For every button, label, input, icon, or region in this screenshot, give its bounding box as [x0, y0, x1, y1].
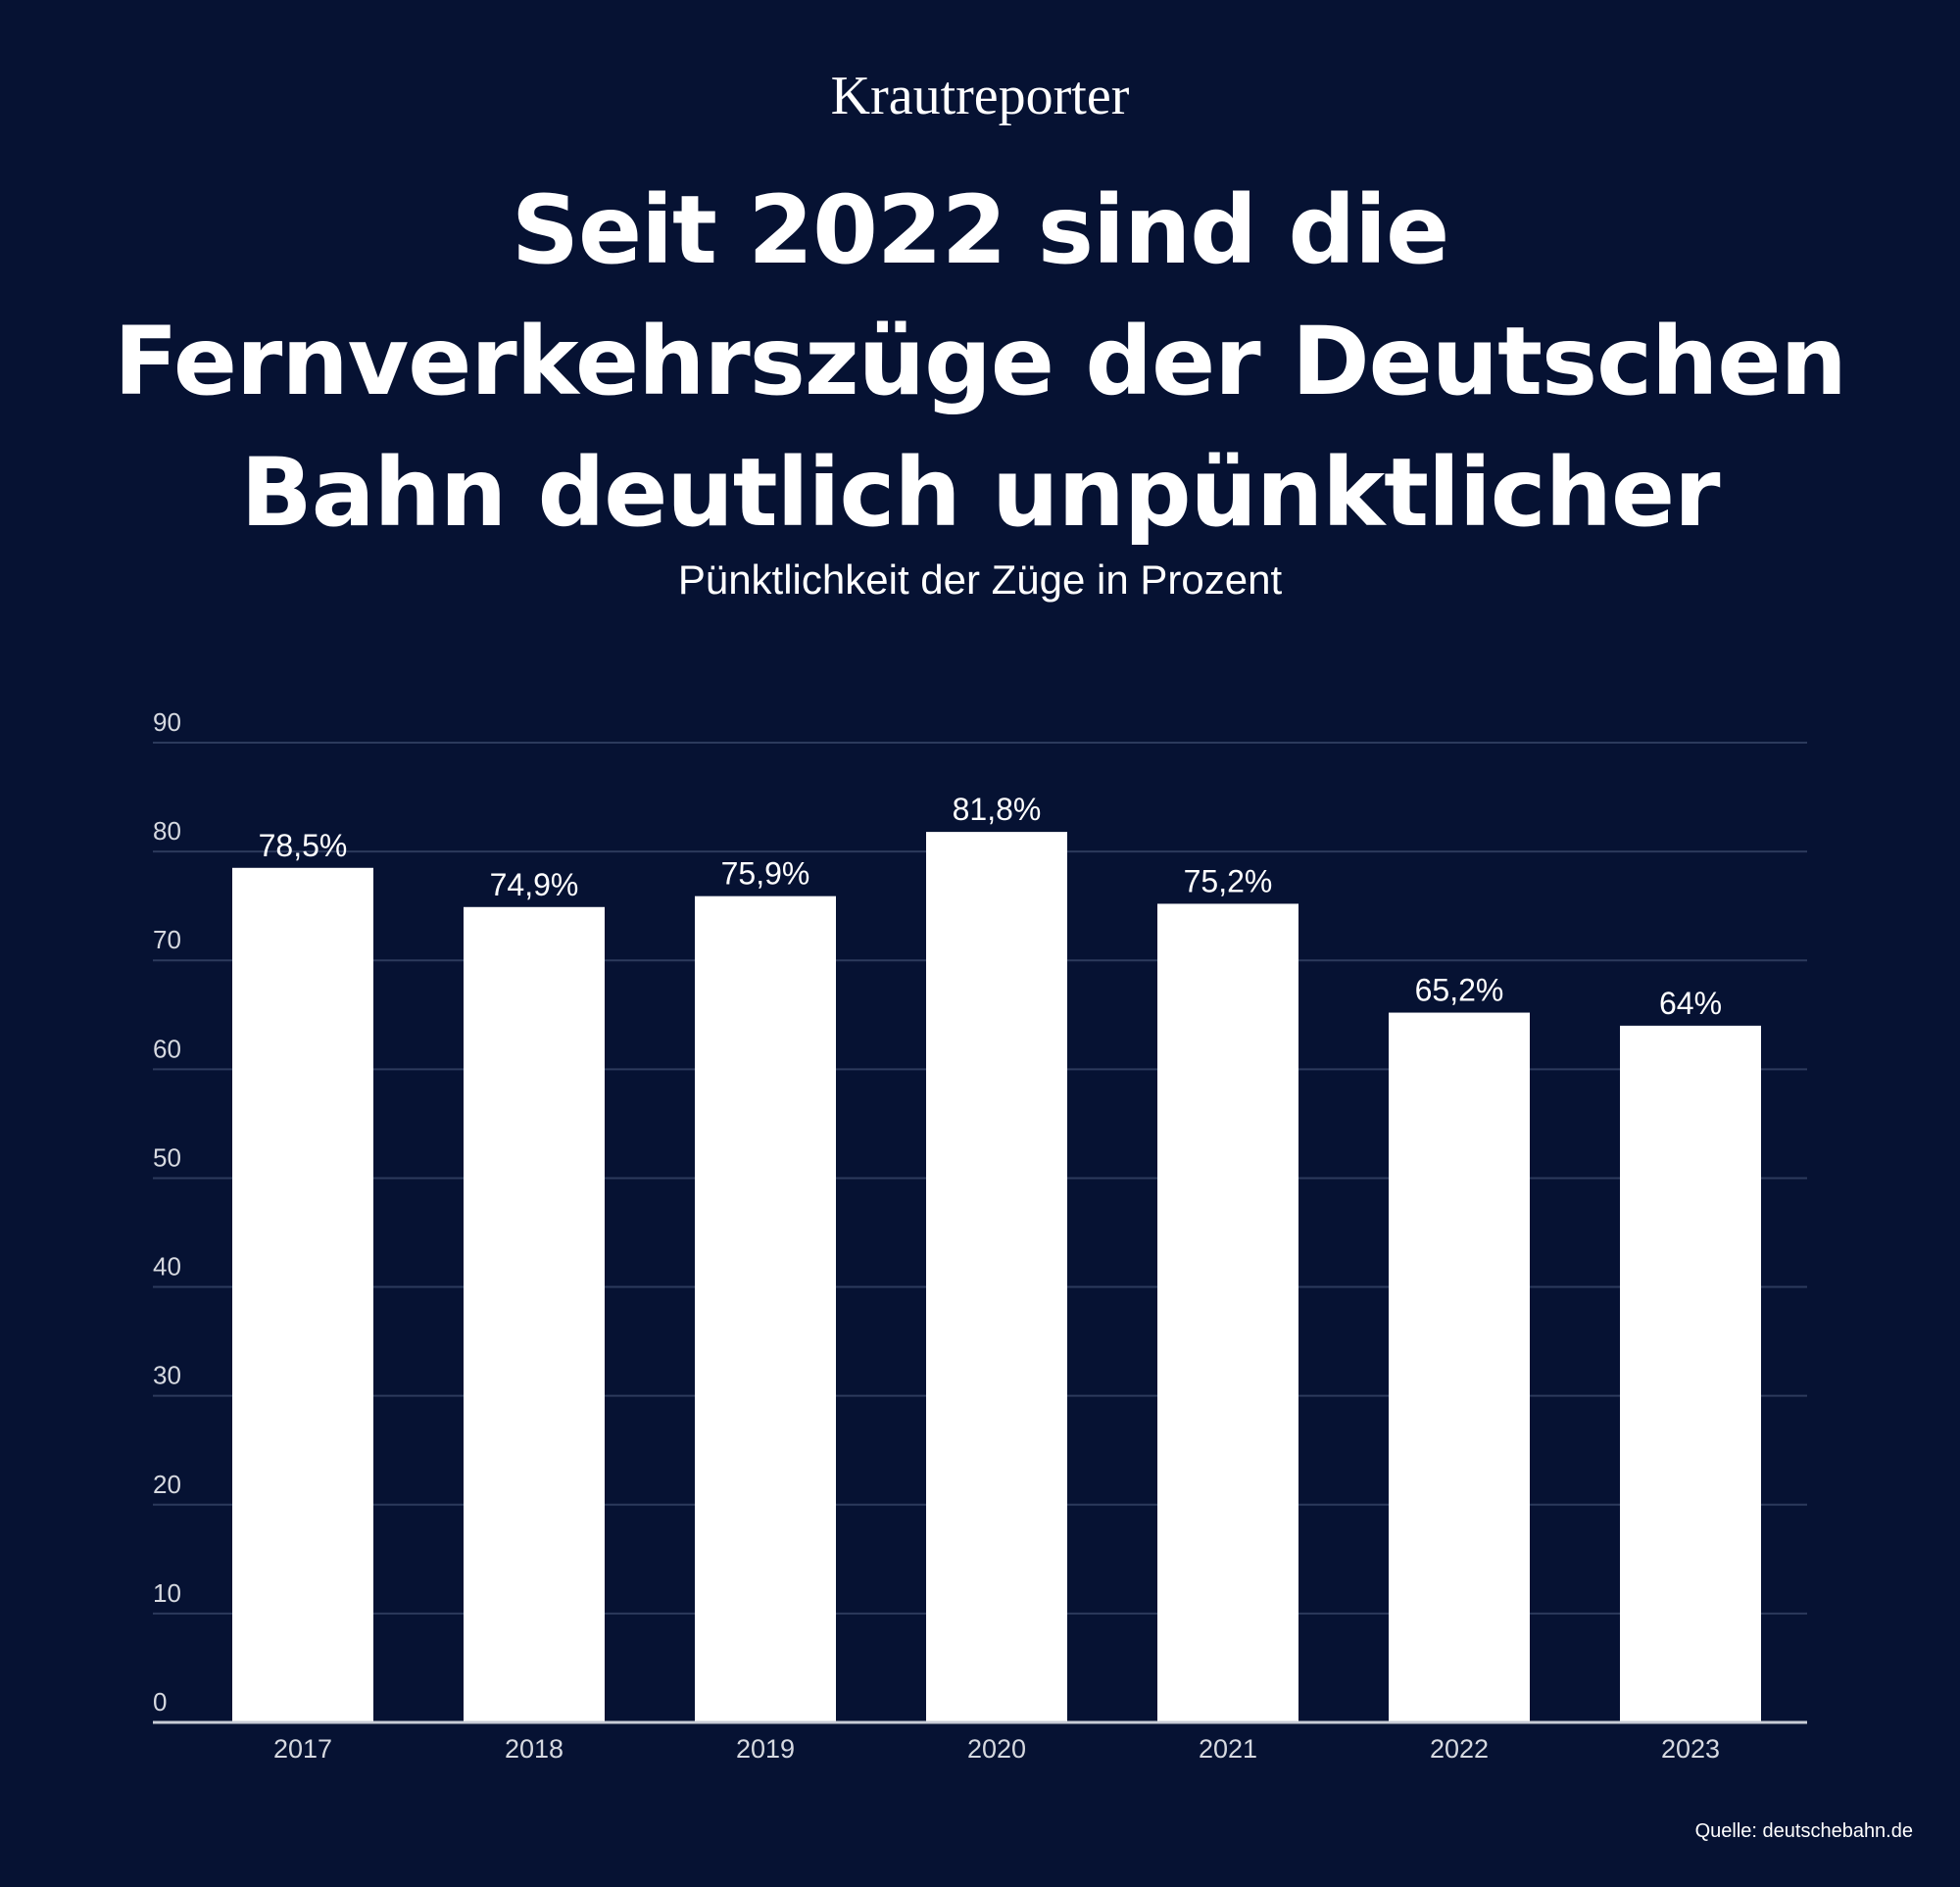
bar [1157, 903, 1298, 1722]
x-tick-label: 2019 [736, 1734, 795, 1764]
bar [232, 867, 373, 1722]
bars [232, 832, 1761, 1722]
y-tick-label: 40 [153, 1252, 181, 1282]
x-tick-label: 2020 [967, 1734, 1026, 1764]
x-tick-label: 2021 [1199, 1734, 1257, 1764]
title-line: Seit 2022 sind die [511, 175, 1449, 285]
y-tick-label: 60 [153, 1034, 181, 1063]
data-label: 75,2% [1184, 863, 1273, 898]
title-line: Bahn deutlich unpünktlicher [240, 438, 1721, 548]
y-tick-label: 80 [153, 816, 181, 846]
bar [1620, 1025, 1761, 1722]
bar [695, 895, 836, 1722]
y-tick-label: 30 [153, 1361, 181, 1390]
data-label: 64% [1659, 986, 1722, 1021]
chart-title: Seit 2022 sind die Fernverkehrszüge der … [0, 165, 1960, 558]
x-axis-ticks: 2017 2018 2019 2020 2021 2022 2023 [273, 1734, 1720, 1764]
y-tick-label: 20 [153, 1470, 181, 1499]
data-labels: 78,5% 74,9% 75,9% 81,8% 75,2% 65,2% 64% [259, 792, 1722, 1021]
x-tick-label: 2017 [273, 1734, 332, 1764]
title-line: Fernverkehrszüge der Deutschen [114, 307, 1847, 416]
data-label: 65,2% [1415, 973, 1504, 1008]
bar [1389, 1012, 1530, 1722]
brand-logo: Krautreporter [830, 66, 1130, 126]
data-label: 74,9% [490, 867, 579, 902]
source-note: Quelle: deutschebahn.de [1694, 1820, 1913, 1842]
chart-subtitle: Pünktlichkeit der Züge in Prozent [677, 556, 1283, 603]
y-tick-label: 0 [153, 1687, 167, 1717]
y-tick-label: 50 [153, 1142, 181, 1172]
data-label: 75,9% [721, 856, 810, 892]
y-tick-label: 10 [153, 1578, 181, 1608]
bar [464, 906, 605, 1722]
x-tick-label: 2018 [505, 1734, 564, 1764]
bar [926, 832, 1067, 1722]
x-tick-label: 2022 [1430, 1734, 1489, 1764]
y-tick-label: 70 [153, 925, 181, 954]
y-tick-label: 90 [153, 707, 181, 737]
x-tick-label: 2023 [1661, 1734, 1720, 1764]
y-axis-ticks: 0 10 20 30 40 50 60 70 80 90 [153, 707, 181, 1717]
data-label: 81,8% [953, 792, 1042, 827]
data-label: 78,5% [259, 828, 348, 863]
